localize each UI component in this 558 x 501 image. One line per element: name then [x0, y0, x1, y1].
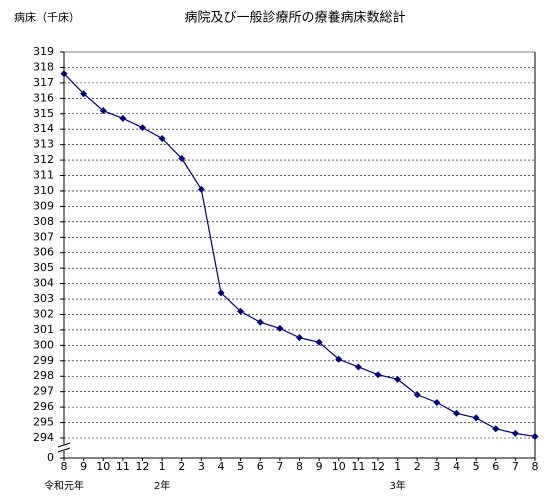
data-point [531, 432, 539, 440]
y-tick-label: 314 [33, 122, 54, 135]
y-tick-label: 310 [33, 184, 54, 197]
axis-break [57, 442, 71, 453]
data-point [276, 324, 284, 332]
x-tick-label: 7 [512, 460, 519, 473]
x-tick-label: 10 [332, 460, 346, 473]
x-tick-label: 1 [394, 460, 401, 473]
data-point [315, 338, 323, 346]
y-tick-label: 312 [33, 153, 54, 166]
x-tick-label: 3 [198, 460, 205, 473]
y-tick-label: 316 [33, 91, 54, 104]
x-tick-label: 1 [159, 460, 166, 473]
y-tick-label: 0 [47, 451, 54, 464]
data-point [433, 398, 441, 406]
x-tick-label: 2 [178, 460, 185, 473]
x-tick-label: 2 [414, 460, 421, 473]
chart-title: 病院及び一般診療所の療養病床数総計 [184, 10, 405, 26]
axis-break [58, 445, 70, 451]
x-tick-label: 11 [351, 460, 365, 473]
data-point [60, 70, 68, 78]
data-point [237, 307, 245, 315]
y-tick-label: 315 [33, 107, 54, 120]
x-tick-label: 5 [237, 460, 244, 473]
y-tick-label: 306 [33, 246, 54, 259]
y-tick-label: 311 [33, 169, 54, 182]
data-point [394, 375, 402, 383]
y-tick-label: 313 [33, 138, 54, 151]
data-point [453, 409, 460, 417]
y-tick-label: 294 [33, 431, 54, 444]
x-tick-label: 5 [473, 460, 480, 473]
y-tick-label: 303 [33, 292, 54, 305]
data-point [80, 90, 88, 98]
y-tick-label: 317 [33, 76, 54, 89]
x-tick-label: 9 [316, 460, 323, 473]
x-tick-label: 9 [80, 460, 87, 473]
x-tick-label: 7 [276, 460, 283, 473]
x-tick-label: 8 [296, 460, 303, 473]
y-tick-label: 295 [33, 416, 54, 429]
y-tick-label: 296 [33, 400, 54, 413]
x-tick-label: 8 [532, 460, 539, 473]
data-point [178, 155, 186, 163]
y-tick-label: 308 [33, 215, 54, 228]
data-point [296, 334, 303, 342]
data-point [217, 289, 225, 297]
data-point [197, 185, 205, 193]
x-tick-label: 4 [453, 460, 460, 473]
x-tick-label: 12 [136, 460, 150, 473]
data-point [99, 107, 107, 115]
x-tick-label: 6 [257, 460, 264, 473]
data-point [492, 425, 500, 433]
data-point [354, 363, 362, 371]
x-tick-label: 8 [61, 460, 68, 473]
x-tick-label: 10 [96, 460, 110, 473]
data-point [511, 429, 519, 437]
y-tick-label: 318 [33, 60, 54, 73]
data-point [472, 414, 480, 422]
data-point [256, 318, 264, 326]
year-label: 令和元年 [44, 479, 84, 492]
data-point [374, 371, 382, 379]
y-axis-label: 病床（千床） [14, 10, 80, 24]
y-tick-label: 299 [33, 354, 54, 367]
y-tick-label: 304 [33, 277, 54, 290]
data-point [139, 124, 146, 132]
x-tick-label: 3 [433, 460, 440, 473]
year-label: 3年 [389, 479, 405, 492]
x-tick-label: 4 [218, 460, 225, 473]
y-tick-label: 302 [33, 307, 54, 320]
data-point [119, 114, 127, 122]
line [63, 73, 536, 438]
y-tick-label: 301 [33, 323, 54, 336]
y-tick-label: 297 [33, 385, 54, 398]
x-tick-label: 12 [371, 460, 385, 473]
x-tick-label: 11 [116, 460, 130, 473]
y-tick-label: 298 [33, 369, 54, 382]
data-point [413, 391, 421, 399]
y-tick-label: 309 [33, 199, 54, 212]
y-tick-label: 307 [33, 230, 54, 243]
data-point [335, 355, 343, 363]
y-tick-label: 300 [33, 338, 54, 351]
year-label: 2年 [154, 479, 170, 492]
x-tick-label: 6 [492, 460, 499, 473]
data-point [158, 134, 166, 142]
y-tick-label: 305 [33, 261, 54, 274]
y-tick-label: 319 [33, 45, 54, 58]
